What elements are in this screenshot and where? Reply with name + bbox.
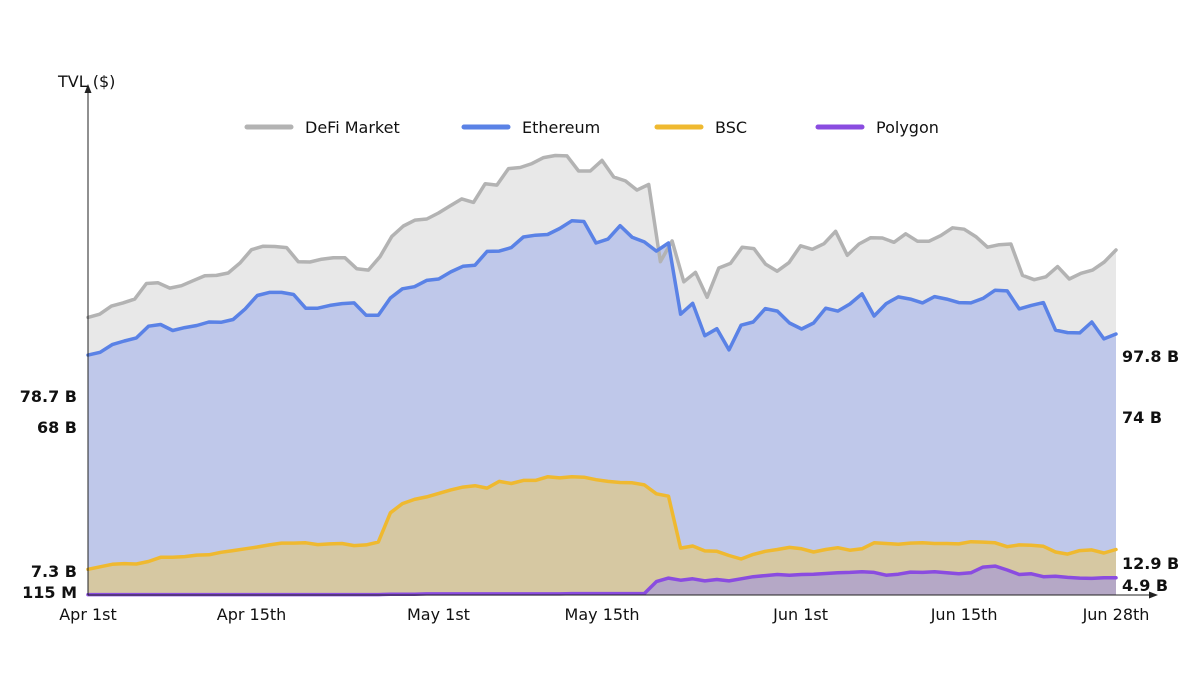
x-tick-label: Apr 1st <box>59 605 117 624</box>
start-value-defi-market: 78.7 B <box>20 387 77 406</box>
legend-label-defi-market: DeFi Market <box>305 118 400 137</box>
end-value-bsc: 12.9 B <box>1122 554 1179 573</box>
legend: DeFi Market Ethereum BSC Polygon <box>244 118 939 137</box>
x-tick-label: May 1st <box>407 605 470 624</box>
legend-label-polygon: Polygon <box>876 118 939 137</box>
x-tick-label: Apr 15th <box>217 605 287 624</box>
legend-label-ethereum: Ethereum <box>522 118 600 137</box>
bsc-area <box>88 476 1116 595</box>
x-tick-label: Jun 28th <box>1082 605 1150 624</box>
start-value-ethereum: 68 B <box>37 418 77 437</box>
legend-label-bsc: BSC <box>715 118 747 137</box>
x-tick-label: Jun 1st <box>772 605 828 624</box>
x-axis-arrow <box>1149 591 1158 599</box>
series-areas <box>88 155 1116 596</box>
value-labels: 78.7 B 97.8 B 68 B 74 B 7.3 B 12.9 B 115 M 4.9 … <box>20 347 1180 602</box>
bsc-line <box>86 475 1118 572</box>
y-axis-label: TVL ($) <box>57 72 115 91</box>
defi-market-line <box>86 153 1118 320</box>
end-value-ethereum: 74 B <box>1122 408 1162 427</box>
start-value-bsc: 7.3 B <box>31 562 77 581</box>
end-value-defi-market: 97.8 B <box>1122 347 1179 366</box>
end-value-polygon: 4.9 B <box>1122 576 1168 595</box>
x-tick-label: Jun 15th <box>930 605 998 624</box>
x-tick-label: May 15th <box>565 605 640 624</box>
ethereum-line <box>86 219 1118 357</box>
x-axis-ticks: Apr 1st Apr 15th May 1st May 15th Jun 1st Jun… <box>59 605 1149 624</box>
start-value-polygon: 115 M <box>22 583 77 602</box>
series-lines <box>86 153 1118 597</box>
ethereum-area <box>88 220 1116 596</box>
y-axis-arrow <box>84 84 92 93</box>
